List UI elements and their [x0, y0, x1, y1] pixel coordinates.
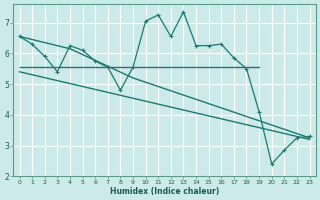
X-axis label: Humidex (Indice chaleur): Humidex (Indice chaleur)	[110, 187, 219, 196]
